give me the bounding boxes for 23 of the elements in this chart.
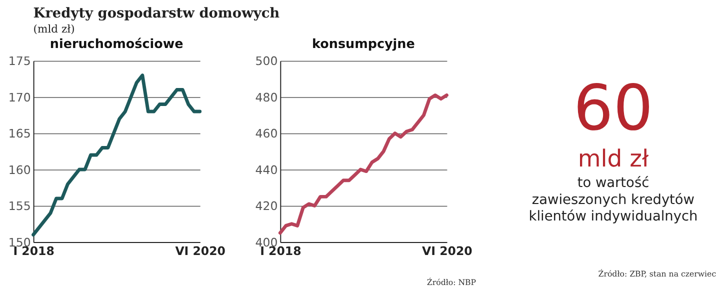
text: Źródło: NBP	[426, 277, 476, 288]
text: 60	[573, 71, 654, 144]
x-tick-label: VI 2020	[422, 244, 472, 258]
y-tick-label: 170	[8, 90, 31, 104]
chart-title: konsumpcyjne	[312, 37, 416, 52]
text: (mld zł)	[33, 22, 75, 36]
text: mld zł	[578, 144, 649, 173]
y-tick-label: 420	[255, 199, 278, 214]
y-tick-label: 440	[255, 162, 278, 177]
line-series	[278, 93, 448, 235]
text: Kredyty gospodarstw domowych	[33, 6, 280, 22]
y-tick-label: 165	[8, 126, 31, 141]
y-tick-label: 160	[8, 162, 31, 177]
chart-title: nieruchomościowe	[50, 37, 184, 52]
y-tick-label: 155	[8, 199, 31, 214]
y-tick-label: 500	[255, 54, 278, 68]
y-tick-label: 175	[8, 54, 31, 68]
y-tick-label: 480	[255, 90, 278, 104]
text: to wartość zawieszonych kredytów klientów indywidualnych	[528, 175, 698, 224]
y-tick-label: 460	[255, 126, 278, 141]
line-series	[32, 74, 202, 236]
text: Źródło: ZBP, stan na czerwiec	[598, 268, 717, 278]
x-tick-label: VI 2020	[175, 244, 226, 258]
